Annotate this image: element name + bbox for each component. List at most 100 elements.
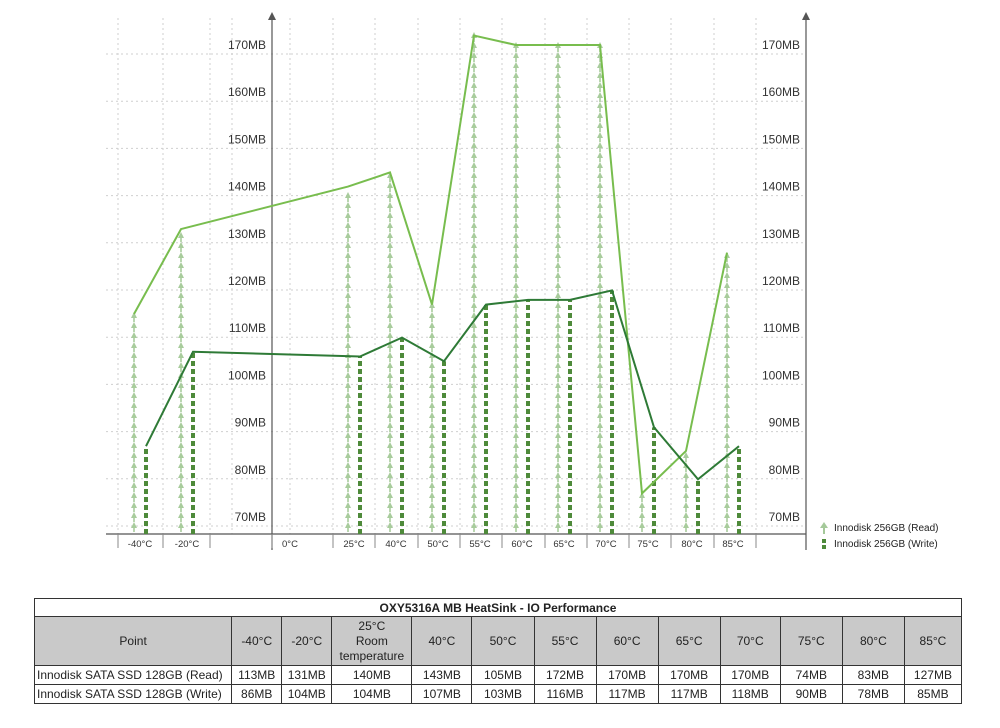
arrow-marker bbox=[724, 402, 730, 408]
x-tick-label: 60°C bbox=[511, 539, 532, 550]
arrow-marker bbox=[555, 502, 561, 508]
y-tick-label-left: 140MB bbox=[228, 180, 266, 194]
arrow-marker bbox=[724, 462, 730, 468]
arrow-marker bbox=[555, 412, 561, 418]
table-cell: 170MB bbox=[595, 665, 659, 685]
y-tick-label-right: 80MB bbox=[769, 463, 800, 477]
dash-marker-icon bbox=[818, 538, 830, 550]
arrow-marker bbox=[555, 492, 561, 498]
arrow-marker bbox=[597, 442, 603, 448]
arrow-marker bbox=[471, 502, 477, 508]
arrow-marker bbox=[597, 432, 603, 438]
arrow-marker bbox=[724, 512, 730, 518]
arrow-marker bbox=[724, 362, 730, 368]
arrow-marker bbox=[597, 502, 603, 508]
arrow-marker bbox=[345, 462, 351, 468]
arrow-marker bbox=[513, 522, 519, 528]
arrow-marker bbox=[513, 332, 519, 338]
table-cell: 172MB bbox=[533, 665, 597, 685]
arrow-marker bbox=[555, 122, 561, 128]
arrow-marker bbox=[555, 252, 561, 258]
arrow-marker bbox=[513, 252, 519, 258]
table-header-cell: 60°C bbox=[595, 616, 659, 666]
arrow-marker bbox=[597, 242, 603, 248]
arrow-marker bbox=[597, 272, 603, 278]
arrow-marker bbox=[471, 232, 477, 238]
arrow-marker bbox=[513, 292, 519, 298]
arrow-marker bbox=[429, 312, 435, 318]
y-tick-label-left: 70MB bbox=[235, 510, 266, 524]
arrow-marker bbox=[471, 72, 477, 78]
table-cell: 104MB bbox=[331, 684, 413, 704]
arrow-marker bbox=[555, 482, 561, 488]
x-tick-label: -20°C bbox=[175, 539, 200, 550]
table-cell: 170MB bbox=[657, 665, 721, 685]
arrow-marker bbox=[639, 522, 645, 528]
arrow-marker bbox=[597, 312, 603, 318]
arrow-marker bbox=[387, 232, 393, 238]
y-tick-label-left: 110MB bbox=[229, 321, 266, 335]
arrow-marker bbox=[683, 512, 689, 518]
arrow-marker bbox=[555, 382, 561, 388]
arrow-marker bbox=[513, 52, 519, 58]
arrow-marker bbox=[471, 112, 477, 118]
table-row: Innodisk SATA SSD 128GB (Read) 113MB 131M… bbox=[33, 665, 963, 685]
read-arrow-column bbox=[387, 172, 393, 532]
arrow-marker bbox=[555, 352, 561, 358]
arrow-marker bbox=[555, 112, 561, 118]
arrow-marker bbox=[724, 382, 730, 388]
performance-table: OXY5316A MB HeatSink - IO Performance Po… bbox=[33, 598, 963, 704]
arrow-marker bbox=[597, 102, 603, 108]
arrow-marker bbox=[131, 362, 137, 368]
arrow-marker bbox=[513, 312, 519, 318]
arrow-marker bbox=[131, 312, 137, 318]
arrow-marker bbox=[178, 262, 184, 268]
arrow-marker bbox=[471, 342, 477, 348]
arrow-marker bbox=[513, 242, 519, 248]
arrow-marker bbox=[724, 502, 730, 508]
table-cell: 86MB bbox=[231, 684, 283, 704]
arrow-marker bbox=[345, 312, 351, 318]
read-arrow-column bbox=[131, 312, 137, 532]
read-arrow-column bbox=[345, 192, 351, 532]
write-bars bbox=[144, 290, 741, 534]
arrow-marker bbox=[724, 442, 730, 448]
arrow-marker bbox=[178, 472, 184, 478]
arrow-marker bbox=[131, 392, 137, 398]
y-tick-label-left: 90MB bbox=[235, 416, 266, 430]
arrow-marker bbox=[555, 342, 561, 348]
arrow-marker bbox=[513, 192, 519, 198]
arrow-marker bbox=[555, 432, 561, 438]
table-header-cell: 40°C bbox=[411, 616, 473, 666]
arrow-marker bbox=[555, 52, 561, 58]
arrow-marker bbox=[597, 292, 603, 298]
arrow-marker bbox=[513, 202, 519, 208]
arrow-marker bbox=[131, 512, 137, 518]
arrow-marker bbox=[345, 412, 351, 418]
arrow-marker bbox=[555, 92, 561, 98]
arrow-marker bbox=[345, 452, 351, 458]
arrow-marker bbox=[429, 522, 435, 528]
arrow-marker bbox=[597, 472, 603, 478]
arrow-marker bbox=[345, 272, 351, 278]
arrow-marker bbox=[345, 472, 351, 478]
arrow-marker bbox=[597, 162, 603, 168]
arrow-marker bbox=[178, 272, 184, 278]
arrow-marker bbox=[345, 522, 351, 528]
arrow-marker bbox=[513, 102, 519, 108]
arrow-marker bbox=[597, 72, 603, 78]
arrow-marker bbox=[555, 72, 561, 78]
arrow-marker bbox=[387, 322, 393, 328]
arrow-marker bbox=[387, 522, 393, 528]
table-cell: 104MB bbox=[281, 684, 333, 704]
read-arrow-column bbox=[555, 42, 561, 532]
x-tick-label: 40°C bbox=[385, 539, 406, 550]
arrow-marker bbox=[513, 462, 519, 468]
arrow-marker bbox=[471, 82, 477, 88]
arrow-marker bbox=[345, 392, 351, 398]
arrow-marker bbox=[513, 122, 519, 128]
arrow-marker bbox=[345, 362, 351, 368]
arrow-marker bbox=[555, 402, 561, 408]
table-cell: 113MB bbox=[231, 665, 283, 685]
arrow-marker bbox=[683, 482, 689, 488]
